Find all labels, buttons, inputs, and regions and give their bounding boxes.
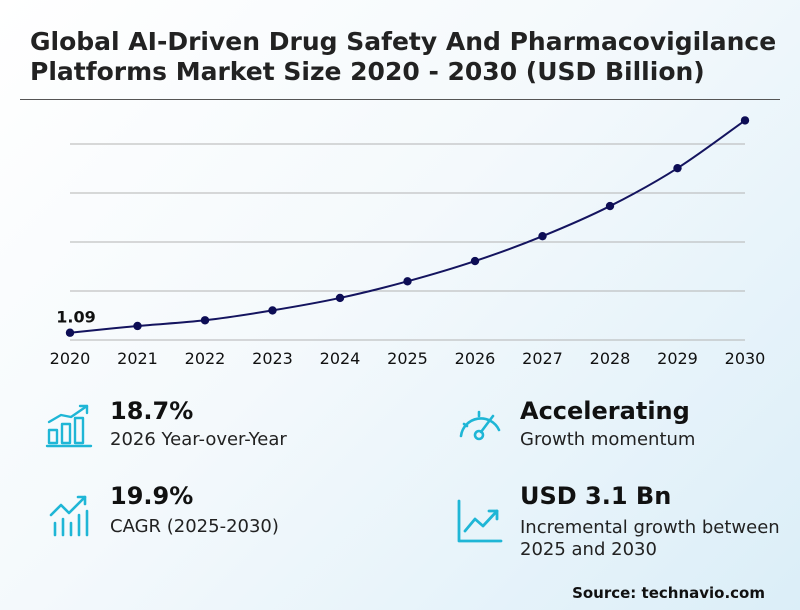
data-labels: 1.09 (56, 308, 95, 327)
title-divider (20, 99, 780, 100)
bar-chart-up-icon (45, 404, 93, 448)
x-tick-label: 2030 (725, 349, 766, 368)
stat-cagr-value: 19.9% (110, 482, 194, 510)
line-chart-up-icon (457, 499, 503, 543)
data-point (200, 316, 210, 325)
stat-yoy-label: 2026 Year-over-Year (110, 429, 287, 450)
stat-cagr-label: CAGR (2025-2030) (110, 516, 279, 537)
trend-bars-icon (49, 495, 89, 537)
x-tick-label: 2026 (455, 349, 496, 368)
line-chart: 2020 2021 2022 2023 2024 2025 2026 2027 2028 2029… (50, 116, 766, 368)
source-note: Source: technavio.com (572, 584, 765, 602)
x-axis: 2020 2021 2022 2023 2024 2025 2026 2027 2028 2029… (50, 349, 766, 368)
series-points (65, 116, 750, 337)
data-point (133, 321, 142, 331)
data-label: 1.09 (56, 308, 95, 327)
x-tick-label: 2020 (50, 349, 91, 368)
grid-lines (70, 143, 745, 341)
data-point (335, 293, 345, 303)
x-tick-label: 2023 (252, 349, 293, 368)
stat-cagr: 19.9% CAGR (2025-2030) (45, 482, 385, 543)
stat-yoy: 18.7% 2026 Year-over-Year (45, 397, 385, 458)
series-line (69, 119, 746, 334)
x-tick-label: 2022 (185, 349, 226, 368)
data-point (740, 116, 750, 125)
data-point (673, 163, 682, 173)
data-point (403, 277, 412, 286)
data-point (65, 328, 75, 337)
stat-momentum-value: Accelerating (520, 397, 690, 425)
stat-yoy-value: 18.7% (110, 397, 194, 425)
x-tick-label: 2029 (657, 349, 698, 368)
stat-incremental-label: Incremental growth between 2025 and 2030 (520, 517, 780, 560)
data-point (538, 231, 547, 241)
series-line-layer (69, 119, 746, 334)
x-tick-label: 2024 (320, 349, 361, 368)
x-tick-label: 2027 (522, 349, 563, 368)
speedometer-icon (459, 410, 501, 441)
x-tick-label: 2028 (590, 349, 631, 368)
stat-incremental: USD 3.1 Bn Incremental growth between 20… (455, 482, 785, 568)
data-point (470, 256, 480, 266)
x-tick-label: 2025 (387, 349, 428, 368)
stat-momentum-label: Growth momentum (520, 429, 696, 450)
data-point (605, 201, 615, 211)
stat-incremental-value: USD 3.1 Bn (520, 482, 672, 510)
chart-title: Global AI-Driven Drug Safety And Pharmac… (30, 27, 777, 86)
x-tick-label: 2021 (117, 349, 158, 368)
stat-momentum: Accelerating Growth momentum (455, 397, 785, 458)
data-point (268, 306, 277, 315)
